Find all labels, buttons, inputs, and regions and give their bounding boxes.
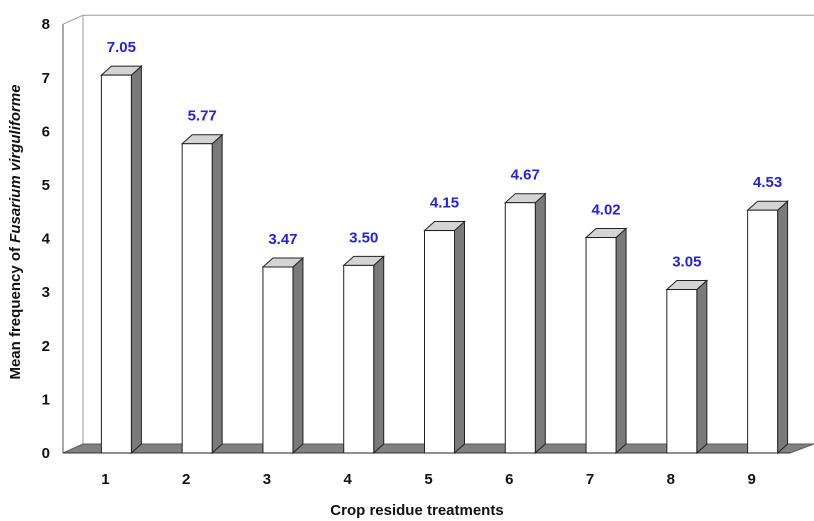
x-axis-title: Crop residue treatments [330, 502, 503, 519]
y-axis-ticks: 0 1 2 3 4 5 6 7 8 [42, 16, 51, 462]
data-labels: 7.05 5.77 3.47 3.50 4.15 4.67 4.02 3.05 4.53 [107, 39, 782, 270]
data-label: 4.67 [511, 167, 540, 184]
y-axis-title-prefix: Mean frequency of [7, 243, 24, 380]
x-tick-label: 5 [424, 471, 432, 488]
x-tick-label: 7 [586, 471, 594, 488]
chart-walls [62, 14, 814, 453]
bar-side [534, 192, 546, 455]
y-tick-label: 3 [42, 284, 50, 301]
y-tick-label: 8 [42, 16, 50, 33]
y-tick-label: 2 [42, 338, 50, 355]
data-label: 4.02 [591, 202, 620, 219]
x-tick-label: 9 [747, 471, 755, 488]
bar-front [343, 264, 375, 454]
back-wall-top-edge [62, 14, 814, 25]
data-label: 3.05 [672, 254, 701, 271]
y-tick-label: 6 [42, 123, 50, 140]
bar-side [696, 279, 708, 455]
data-label: 5.77 [188, 108, 217, 125]
y-axis-title: Mean frequency of Fusarium virguliforme [7, 84, 24, 379]
bar-front [666, 289, 698, 454]
bar-side [454, 220, 465, 455]
data-label: 3.47 [268, 231, 297, 248]
data-label: 3.50 [349, 229, 378, 246]
y-tick-label: 7 [42, 70, 50, 87]
y-axis-title-italic: Fusarium virguliforme [7, 84, 24, 242]
bar-side [373, 255, 385, 455]
bar-front [424, 230, 455, 454]
bar [100, 64, 143, 455]
bars [100, 64, 789, 455]
bar [261, 256, 305, 455]
bar-side [292, 256, 304, 455]
bar-front [585, 237, 617, 454]
bar-side [130, 64, 142, 455]
bar [746, 200, 789, 455]
x-axis-ticks: 1 2 3 4 5 6 7 8 9 [101, 471, 756, 488]
x-tick-label: 3 [263, 471, 271, 488]
x-tick-label: 8 [667, 471, 675, 488]
data-label: 7.05 [107, 39, 136, 56]
bar-front [181, 143, 213, 454]
bar-side [211, 133, 223, 455]
bar [503, 192, 547, 455]
bar [584, 227, 628, 455]
x-tick-label: 2 [182, 471, 190, 488]
bar-side [777, 200, 789, 455]
x-tick-label: 4 [344, 471, 353, 488]
bar [342, 255, 386, 455]
bar [423, 220, 466, 455]
bar-front [262, 266, 294, 454]
bar-front [747, 209, 779, 454]
bar-front [100, 74, 132, 454]
data-label: 4.15 [430, 195, 459, 212]
bar-side [615, 227, 627, 455]
y-tick-label: 1 [42, 391, 50, 408]
bar [665, 279, 709, 455]
bar [180, 133, 224, 455]
y-tick-label: 0 [42, 445, 50, 462]
data-label: 4.53 [753, 174, 782, 191]
x-tick-label: 6 [505, 471, 513, 488]
y-tick-label: 5 [42, 177, 50, 194]
y-tick-label: 4 [42, 231, 51, 248]
bar-front [504, 202, 536, 454]
x-tick-label: 1 [101, 471, 109, 488]
